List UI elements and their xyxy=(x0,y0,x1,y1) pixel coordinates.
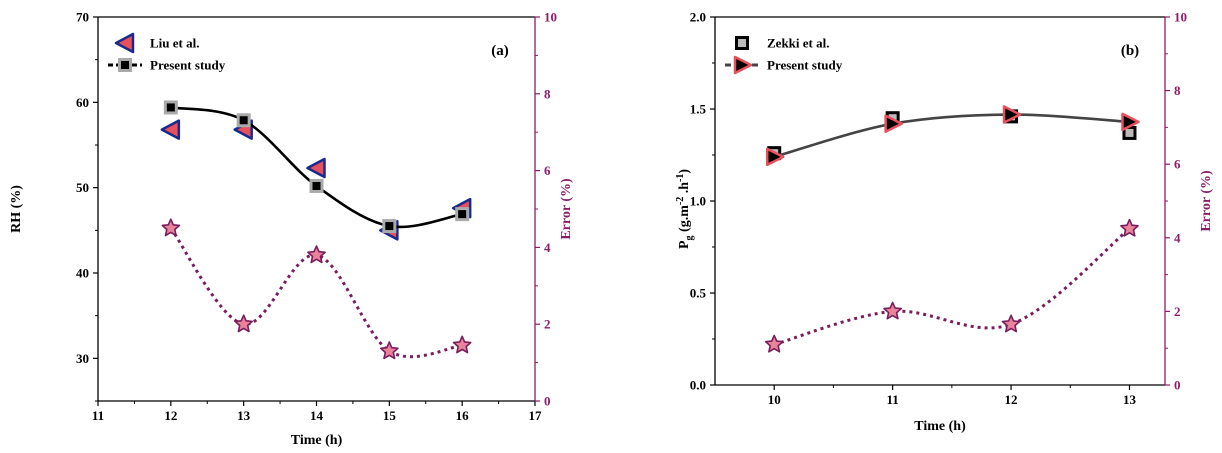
legend-entry: Zekki et al. xyxy=(735,36,829,51)
y2-tick-label: 10 xyxy=(544,10,557,25)
triangle-right-marker xyxy=(1002,105,1022,124)
y-tick-label: 50 xyxy=(76,180,89,195)
y2-tick-label: 0 xyxy=(544,394,551,409)
y-tick-label: 60 xyxy=(76,95,89,110)
square-marker-core xyxy=(166,103,175,112)
y-tick-label: 0.0 xyxy=(690,378,706,393)
legend-label: Present study xyxy=(150,58,226,73)
y2-tick-label: 6 xyxy=(544,163,551,178)
triangle-right-marker xyxy=(765,147,785,167)
x-tick-label: 12 xyxy=(164,408,177,423)
star-marker xyxy=(1001,314,1021,333)
legend-entry: Present study xyxy=(108,58,226,73)
legend-triangle-left-marker xyxy=(114,32,135,54)
y2-tick-label: 2 xyxy=(544,317,551,332)
triangle-left-marker xyxy=(160,119,181,140)
x-axis-label: Time (h) xyxy=(914,419,966,434)
star-marker xyxy=(161,218,181,237)
legend-entry: Liu et al. xyxy=(114,32,199,54)
y-tick-label: 70 xyxy=(76,10,89,25)
y-tick-label: 0.5 xyxy=(690,286,707,301)
y-axis-label: Pg (g.m-2 .h-1) xyxy=(675,169,695,249)
panel-label: (a) xyxy=(491,43,509,59)
legend-label: Present study xyxy=(767,58,843,73)
y-axis-label-part: .h xyxy=(677,182,692,197)
y2-axis-label: Error (%) xyxy=(559,178,574,240)
y-axis-label-part: g xyxy=(684,235,695,240)
x-tick-label: 13 xyxy=(1123,392,1137,407)
star-marker xyxy=(883,301,903,320)
y-tick-label: 1.0 xyxy=(690,194,706,209)
x-tick-label: 12 xyxy=(1005,392,1018,407)
triangle-right-marker xyxy=(1121,112,1140,132)
y-tick-label: 30 xyxy=(76,351,89,366)
star-marker xyxy=(1120,218,1139,237)
y2-tick-label: 8 xyxy=(544,86,551,101)
panel-a: 11 12 13 14 15 16 17 30 40 50 60 70 0 2 4 6 8 10 Time (h) R… xyxy=(9,10,574,449)
series-line xyxy=(773,227,1131,346)
y-tick-label: 1.5 xyxy=(690,102,707,117)
square-marker-core xyxy=(1125,128,1134,137)
y-axis-label-part: -1 xyxy=(675,174,686,182)
series-present-study xyxy=(163,100,470,234)
x-tick-label: 16 xyxy=(456,408,470,423)
y-axis-label-part: (g.m xyxy=(677,205,692,236)
triangle-left-marker xyxy=(306,157,326,179)
square-marker-core xyxy=(385,222,394,231)
y2-tick-label: 4 xyxy=(1174,230,1181,245)
star-marker xyxy=(379,341,399,360)
legend-entry: Present study xyxy=(725,55,843,75)
y-axis-label: RH (%) xyxy=(9,185,24,233)
x-tick-label: 17 xyxy=(529,408,543,423)
y-tick-label: 2.0 xyxy=(690,10,706,25)
legend-triangle-right-marker xyxy=(733,55,753,75)
y2-tick-label: 8 xyxy=(1174,83,1181,98)
triangle-right-marker xyxy=(884,114,903,133)
square-marker-core xyxy=(312,181,321,190)
star-marker xyxy=(307,245,326,264)
series-line xyxy=(773,113,1130,159)
y2-tick-label: 2 xyxy=(1174,304,1181,319)
legend-label: Zekki et al. xyxy=(767,36,829,51)
y2-tick-label: 6 xyxy=(1174,157,1181,172)
y-axis-label-part: ) xyxy=(677,169,692,174)
x-tick-label: 11 xyxy=(886,392,898,407)
legend-label: Liu et al. xyxy=(150,36,199,51)
x-axis-label: Time (h) xyxy=(291,433,343,448)
x-tick-label: 14 xyxy=(310,408,324,423)
series-error xyxy=(764,218,1139,353)
panel-label: (b) xyxy=(1121,43,1139,59)
x-tick-label: 13 xyxy=(237,408,251,423)
panel-b: 10 11 12 13 0.0 0.5 1.0 1.5 2.0 0 2 4 6 8 10 Time (h) Pg… xyxy=(675,10,1214,435)
y2-tick-label: 4 xyxy=(544,240,551,255)
y2-tick-label: 0 xyxy=(1174,378,1181,393)
legend-square-marker-core xyxy=(738,39,746,47)
star-marker xyxy=(234,314,253,333)
star-marker xyxy=(452,335,472,354)
y-axis-label-part: -2 xyxy=(675,197,686,205)
star-marker xyxy=(764,334,784,353)
series-present-study xyxy=(765,105,1140,167)
y-axis-label-part: P xyxy=(677,240,692,249)
y-tick-label: 40 xyxy=(76,266,89,281)
y2-tick-label: 10 xyxy=(1174,10,1187,25)
y2-axis-label: Error (%) xyxy=(1199,170,1214,232)
x-tick-label: 15 xyxy=(383,408,397,423)
square-marker-core xyxy=(458,210,467,219)
x-tick-label: 10 xyxy=(768,392,781,407)
series-error xyxy=(161,218,472,360)
square-marker-core xyxy=(239,116,248,125)
x-tick-label: 11 xyxy=(92,408,104,423)
legend-square-marker-core xyxy=(121,61,129,69)
